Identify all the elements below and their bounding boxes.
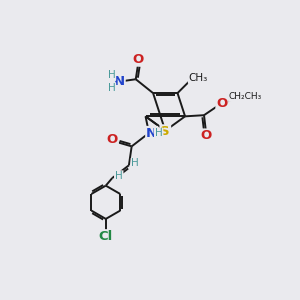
Text: H: H [131,158,139,169]
Text: N: N [114,75,125,88]
Text: CH₃: CH₃ [189,73,208,83]
Text: H: H [108,83,116,93]
Text: H: H [108,70,116,80]
Text: H: H [115,171,123,181]
Text: O: O [106,134,118,146]
Text: H: H [155,128,163,138]
Text: O: O [132,52,144,66]
Text: CH₂CH₃: CH₂CH₃ [229,92,262,101]
Text: Cl: Cl [99,230,113,243]
Text: O: O [216,97,228,110]
Text: O: O [200,130,212,142]
Text: S: S [160,125,170,138]
Text: N: N [146,127,157,140]
